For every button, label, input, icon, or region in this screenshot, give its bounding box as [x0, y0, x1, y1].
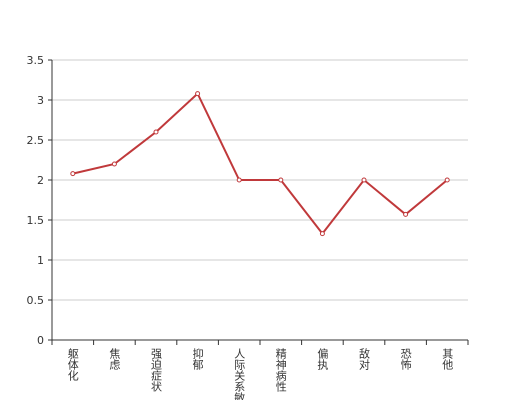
- x-tick-label: 人际关系敏: [233, 348, 246, 400]
- y-tick-label: 2.5: [27, 134, 45, 147]
- point: [361, 177, 367, 183]
- x-tick-label: 敌对: [358, 347, 371, 370]
- point: [153, 129, 159, 135]
- x-tick-label: 恐怖: [399, 348, 412, 370]
- x-tick-label: 偏执: [316, 347, 329, 371]
- point: [444, 177, 450, 183]
- point: [236, 177, 242, 183]
- point: [70, 171, 76, 177]
- x-tick-label: 躯体化: [66, 348, 79, 382]
- y-tick-label: 0.5: [27, 294, 45, 307]
- x-tick-label: 强迫症状: [150, 348, 163, 392]
- y-tick-label: 1.5: [27, 214, 45, 227]
- point: [319, 231, 325, 237]
- point: [111, 161, 117, 167]
- point: [278, 177, 284, 183]
- y-tick-label: 0: [37, 334, 44, 347]
- y-tick-label: 2: [37, 174, 44, 187]
- point: [195, 91, 201, 97]
- point: [403, 211, 409, 217]
- x-tick-label: 抑郁: [191, 347, 204, 370]
- y-tick-label: 1: [37, 254, 44, 267]
- x-tick-label: 其他: [441, 348, 454, 370]
- y-tick-label: 3: [37, 94, 44, 107]
- x-tick-label: 精神病性: [274, 348, 287, 393]
- y-tick-label: 3.5: [27, 54, 45, 67]
- x-tick-label: 焦虑: [108, 348, 121, 370]
- line: [72, 91, 448, 236]
